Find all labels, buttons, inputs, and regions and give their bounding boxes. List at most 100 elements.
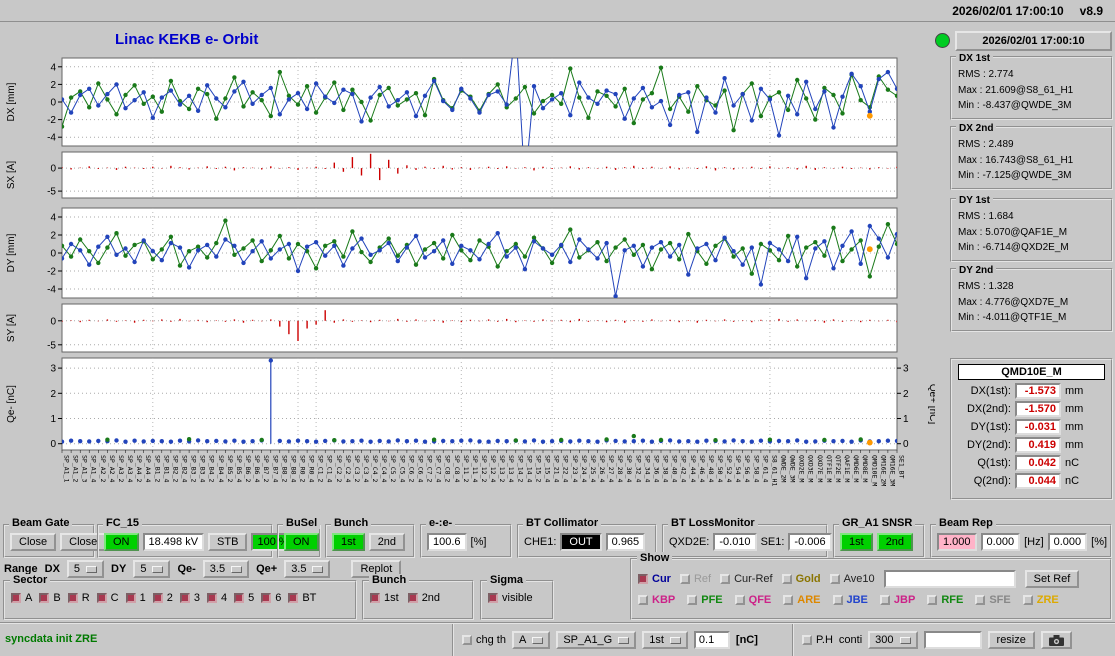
monitor-row: DX(2nd): -1.570 mm (956, 401, 1107, 417)
group-sector: Sector A B R C 1 2 3 4 5 6 BT (3, 574, 357, 620)
bunch-th-select[interactable]: 1st (642, 631, 688, 649)
svg-text:0: 0 (50, 439, 56, 450)
snapshot-button[interactable] (1040, 631, 1072, 649)
chg-th-checkbox[interactable]: chg th (462, 634, 506, 646)
show-zre-checkbox[interactable]: ZRE (1022, 594, 1059, 606)
sector-2-checkbox[interactable]: 2 (152, 592, 173, 604)
svg-text:SP_B1_2: SP_B1_2 (153, 455, 161, 482)
group-title: Show (637, 552, 673, 564)
group-bunch-select: Bunch 1st 2nd (362, 574, 474, 620)
threshold-input[interactable] (693, 631, 730, 649)
ph-checkbox[interactable]: P.H (802, 634, 833, 646)
sector-5-label: 5 (248, 592, 255, 604)
page-title: Linac KEKB e- Orbit (115, 31, 259, 48)
che1-value-display: 0.965 (605, 533, 646, 551)
show-cur-checkbox[interactable]: Cur (638, 573, 671, 585)
sector-4-checkbox[interactable]: 4 (206, 592, 228, 604)
show-ave10-checkbox[interactable]: Ave10 (829, 573, 875, 585)
sector-6-checkbox[interactable]: 6 (261, 592, 281, 604)
resize-button[interactable]: resize (987, 631, 1035, 649)
beam-gate-close-button-2[interactable]: Close (60, 533, 107, 551)
range-dx-select[interactable]: 5 (66, 560, 105, 578)
svg-text:SP_A2_4: SP_A2_4 (108, 455, 116, 482)
show-rfe-checkbox[interactable]: RFE (927, 594, 963, 606)
checkbox-icon (802, 635, 812, 645)
stat-rms: RMS : 1.328 (958, 281, 1014, 292)
bunch-1st-button[interactable]: 1st (332, 533, 365, 551)
beam-gate-close-button-1[interactable]: Close (10, 533, 57, 551)
che1-state-button[interactable]: OUT (560, 533, 602, 551)
ee-ratio-display: 100.6 (427, 533, 467, 551)
bunch-1st-checkbox[interactable]: 1st (370, 592, 399, 604)
show-are-checkbox[interactable]: ARE (783, 594, 821, 606)
svg-text:-4: -4 (47, 133, 56, 144)
device-select[interactable]: SP_A1_G (556, 631, 637, 649)
checkbox-icon (96, 593, 107, 603)
sector-c-checkbox[interactable]: C (96, 592, 119, 604)
show-cur-ref-checkbox[interactable]: Cur-Ref (720, 573, 773, 585)
bunch-2nd-button[interactable]: 2nd (368, 533, 406, 551)
monitor-value: -0.031 (1015, 419, 1061, 435)
show-gold-checkbox[interactable]: Gold (781, 573, 821, 585)
group-title: Bunch (369, 574, 410, 586)
show-ref-checkbox[interactable]: Ref (679, 573, 711, 585)
sector-5-checkbox[interactable]: 5 (234, 592, 254, 604)
svg-text:2: 2 (50, 231, 56, 242)
clock: 2026/02/01 17:00:10 (952, 3, 1064, 18)
monitor-unit: nC (1065, 475, 1080, 487)
sector-3-checkbox[interactable]: 3 (179, 592, 200, 604)
sector-3-label: 3 (193, 592, 200, 604)
svg-text:QXD3E_M: QXD3E_M (807, 455, 815, 482)
sector-1-label: 1 (139, 592, 146, 604)
show-qfe-checkbox[interactable]: QFE (734, 594, 771, 606)
stat-max: Max : 4.776@QXD7E_M (958, 296, 1069, 308)
fc15-on-button[interactable]: ON (104, 533, 139, 551)
group-title: BuSel (283, 517, 321, 529)
snsr-2nd-button[interactable]: 2nd (876, 533, 914, 551)
sector-1-checkbox[interactable]: 1 (125, 592, 146, 604)
snsr-1st-button[interactable]: 1st (840, 533, 873, 551)
svg-text:SP_B1_4: SP_B1_4 (162, 455, 170, 482)
range-qem-select[interactable]: 3.5 (202, 560, 250, 578)
svg-text:0: 0 (50, 98, 56, 109)
svg-text:SP_23_4: SP_23_4 (571, 455, 579, 482)
sector-select[interactable]: A (511, 631, 551, 649)
sector-4-label: 4 (220, 592, 228, 604)
qxd2e-value-display: -0.010 (713, 533, 757, 551)
interval-select[interactable]: 300 (868, 631, 918, 649)
set-ref-button[interactable]: Set Ref (1024, 570, 1080, 588)
svg-text:SP_12_4: SP_12_4 (489, 455, 497, 482)
range-qep-select[interactable]: 3.5 (284, 560, 331, 578)
sector-bt-checkbox[interactable]: BT (288, 592, 316, 604)
show-kbp-checkbox[interactable]: KBP (638, 594, 675, 606)
show-jbp-checkbox[interactable]: JBP (879, 594, 915, 606)
sigma-visible-checkbox[interactable]: visible (488, 592, 533, 604)
sector-r-checkbox[interactable]: R (67, 592, 90, 604)
group-title: FC_15 (103, 517, 143, 529)
range-dx-value: 5 (73, 563, 81, 575)
stat-title: DX 2nd (956, 121, 997, 137)
group-beam-rep: Beam Rep 1.000 0.000 [Hz] 0.000 [%] (930, 517, 1112, 558)
svg-text:SP_15_2: SP_15_2 (535, 455, 543, 482)
svg-text:SP_B2_4: SP_B2_4 (181, 455, 189, 482)
svg-text:SP_C6_2: SP_C6_2 (407, 455, 415, 482)
bunch-2nd-checkbox[interactable]: 2nd (407, 592, 440, 604)
ref-name-input[interactable] (883, 570, 1016, 588)
dropdown-icon (86, 565, 98, 573)
show-pfe-checkbox[interactable]: PFE (687, 594, 723, 606)
sector-a-checkbox[interactable]: A (11, 592, 32, 604)
range-qep-value: 3.5 (291, 563, 307, 575)
monitor-unit: mm (1065, 439, 1084, 451)
busel-on-button[interactable]: ON (284, 533, 319, 551)
aux-input[interactable] (923, 631, 982, 649)
fc15-stb-button[interactable]: STB (208, 533, 248, 551)
monitor-label: DX(2nd): (966, 403, 1011, 415)
show-sfe-checkbox[interactable]: SFE (975, 594, 1011, 606)
show-jbe-checkbox[interactable]: JBE (832, 594, 868, 606)
sector-b-checkbox[interactable]: B (39, 592, 61, 604)
orbit-plots[interactable]: 4 2 0 -2 -4 DX [mm] 0 -5 SX [A] 4 2 0 -2 -4 DY [mm] 0 -5… (0, 57, 935, 514)
svg-text:SP_B6_4: SP_B6_4 (253, 455, 261, 482)
group-title: e-:e- (426, 517, 456, 529)
checkbox-icon (679, 574, 690, 584)
range-dy-select[interactable]: 5 (133, 560, 171, 578)
